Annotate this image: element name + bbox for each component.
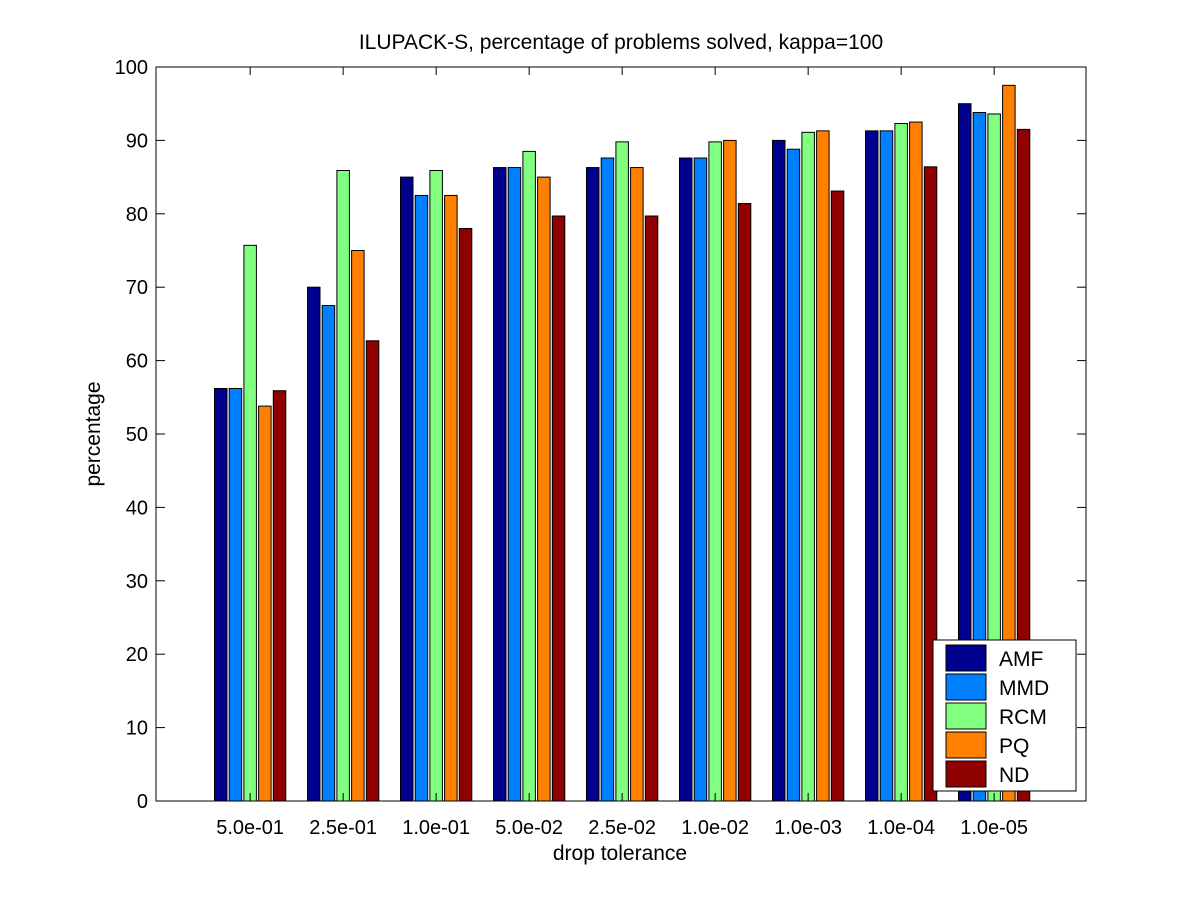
bar-rcm-1.0e-01: [429, 169, 443, 802]
y-tick-label: 20: [126, 644, 148, 666]
legend-label-nd: ND: [999, 764, 1029, 787]
x-axis-label: drop tolerance: [553, 842, 687, 865]
bar-mmd-1.0e-02: [693, 157, 708, 802]
bars-group: [214, 84, 1031, 802]
bar-amf-1.0e-01: [400, 176, 414, 802]
legend-label-rcm: RCM: [999, 706, 1047, 729]
x-tick-label: 5.0e-02: [495, 817, 563, 839]
bar-nd-1.0e-01: [458, 227, 473, 802]
bar-rcm-1.0e-02: [708, 141, 722, 802]
y-tick-label: 50: [126, 424, 148, 446]
bar-amf-2.5e-01: [307, 286, 321, 802]
legend-swatch-amf: [945, 644, 987, 672]
bar-pq-1.0e-02: [723, 139, 737, 802]
y-tick-label: 80: [126, 204, 148, 226]
y-axis: 0 10 20 30 40 50 60 70 80 90 100: [115, 57, 1086, 813]
bar-nd-2.5e-02: [644, 215, 659, 802]
bar-rcm-2.5e-02: [615, 141, 629, 802]
bar-rcm-5.0e-02: [522, 150, 536, 802]
bar-amf-5.0e-02: [493, 167, 507, 802]
x-axis: 5.0e-01 2.5e-01 1.0e-01 5.0e-02 2.5e-02 1.0e-…: [216, 67, 1028, 839]
bar-amf-1.0e-03: [772, 139, 786, 802]
x-tick-label: 5.0e-01: [216, 817, 284, 839]
x-tick-label: 1.0e-03: [774, 817, 842, 839]
legend: AMF MMD RCM PQ ND: [932, 639, 1077, 792]
y-tick-label: 30: [126, 571, 148, 593]
bar-amf-2.5e-02: [586, 167, 600, 802]
legend-label-pq: PQ: [999, 735, 1029, 758]
x-tick-label: 1.0e-02: [681, 817, 749, 839]
chart-title: ILUPACK-S, percentage of problems solved…: [359, 31, 883, 54]
bar-mmd-5.0e-01: [228, 387, 243, 802]
x-tick-label: 1.0e-01: [402, 817, 470, 839]
y-tick-label: 70: [126, 277, 148, 299]
legend-label-mmd: MMD: [999, 677, 1049, 700]
bar-amf-1.0e-04: [865, 130, 879, 802]
bar-nd-5.0e-01: [272, 390, 287, 802]
y-tick-label: 40: [126, 497, 148, 519]
bar-pq-1.0e-01: [444, 194, 458, 802]
legend-swatch-rcm: [945, 702, 987, 730]
bar-pq-2.5e-01: [351, 250, 365, 802]
bar-mmd-1.0e-01: [414, 194, 429, 802]
bar-nd-1.0e-02: [737, 203, 752, 802]
bar-nd-5.0e-02: [551, 215, 566, 802]
legend-swatch-pq: [945, 731, 987, 759]
y-tick-label: 90: [126, 130, 148, 152]
bar-amf-5.0e-01: [214, 387, 228, 802]
x-tick-label: 2.5e-01: [309, 817, 377, 839]
legend-swatch-nd: [945, 760, 987, 788]
y-tick-label: 60: [126, 351, 148, 373]
bar-pq-1.0e-03: [816, 130, 830, 802]
x-tick-label: 2.5e-02: [588, 817, 656, 839]
bar-pq-2.5e-02: [630, 167, 644, 802]
bar-pq-5.0e-01: [258, 405, 272, 802]
bar-mmd-1.0e-03: [786, 148, 801, 802]
bar-nd-1.0e-03: [830, 190, 845, 802]
bar-mmd-5.0e-02: [507, 167, 522, 802]
bar-pq-1.0e-04: [909, 121, 923, 802]
legend-swatch-mmd: [945, 673, 987, 701]
bar-rcm-1.0e-03: [801, 131, 815, 802]
bar-rcm-1.0e-04: [894, 123, 908, 802]
legend-label-amf: AMF: [999, 648, 1043, 671]
bar-rcm-5.0e-01: [243, 244, 257, 802]
bar-nd-2.5e-01: [365, 340, 380, 802]
bar-pq-5.0e-02: [537, 176, 551, 802]
bar-mmd-1.0e-04: [879, 130, 894, 802]
bar-mmd-2.5e-01: [321, 305, 336, 802]
y-tick-label: 0: [137, 791, 148, 813]
y-axis-label: percentage: [82, 381, 105, 486]
y-tick-label: 100: [115, 57, 148, 79]
bar-amf-1.0e-02: [679, 157, 693, 802]
bar-rcm-2.5e-01: [336, 169, 350, 802]
x-tick-label: 1.0e-04: [867, 817, 935, 839]
y-tick-label: 10: [126, 718, 148, 740]
bar-mmd-2.5e-02: [600, 157, 615, 802]
x-tick-label: 1.0e-05: [960, 817, 1028, 839]
